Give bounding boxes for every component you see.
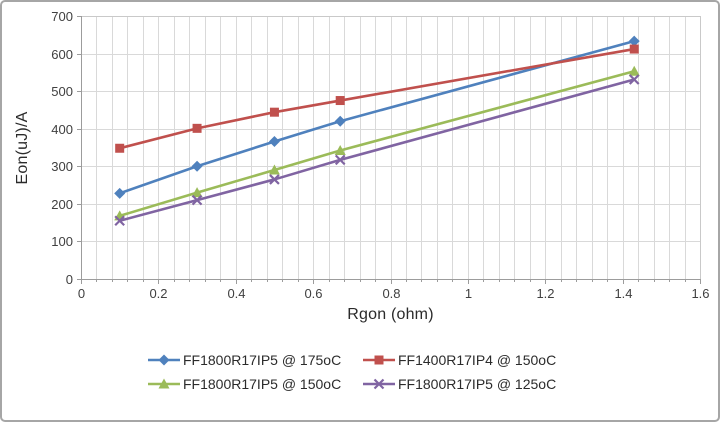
svg-text:100: 100 <box>51 234 73 249</box>
svg-text:500: 500 <box>51 84 73 99</box>
legend-row: FF1800R17IP5 @ 150oC FF1800R17IP5 @ 125o… <box>147 376 577 392</box>
svg-text:1.6: 1.6 <box>691 286 709 301</box>
svg-text:0.8: 0.8 <box>382 286 400 301</box>
plot-area: 0 0.2 0.4 0.6 0.8 1 1.2 1.4 1.6 0 100 200 300 400 500 6… <box>51 9 709 301</box>
svg-text:1.4: 1.4 <box>614 286 632 301</box>
legend-label: FF1400R17IP4 @ 150oC <box>398 352 557 368</box>
legend-label: FF1800R17IP5 @ 150oC <box>183 376 342 392</box>
legend-marker-triangle-icon <box>148 378 180 389</box>
legend-label: FF1800R17IP5 @ 125oC <box>398 376 557 392</box>
svg-text:200: 200 <box>51 197 73 212</box>
legend-marker-x-icon <box>363 378 395 390</box>
svg-text:0: 0 <box>66 272 73 287</box>
svg-text:0.6: 0.6 <box>304 286 322 301</box>
y-axis-title: Eon(uJ)/A <box>14 111 31 185</box>
svg-text:400: 400 <box>51 122 73 137</box>
legend-item-series-2: FF1800R17IP5 @ 150oC <box>147 376 362 392</box>
svg-text:0.2: 0.2 <box>149 286 167 301</box>
legend-marker-square-icon <box>363 355 395 365</box>
svg-text:600: 600 <box>51 47 73 62</box>
legend-row: FF1800R17IP5 @ 175oC FF1400R17IP4 @ 150o… <box>147 352 577 368</box>
svg-text:300: 300 <box>51 159 73 174</box>
svg-text:0: 0 <box>78 286 85 301</box>
svg-text:1: 1 <box>465 286 472 301</box>
legend-item-series-3: FF1800R17IP5 @ 125oC <box>362 376 577 392</box>
svg-text:700: 700 <box>51 9 73 24</box>
legend: FF1800R17IP5 @ 175oC FF1400R17IP4 @ 150o… <box>2 352 718 392</box>
legend-item-series-1: FF1400R17IP4 @ 150oC <box>362 352 577 368</box>
legend-label: FF1800R17IP5 @ 175oC <box>183 352 342 368</box>
legend-marker-diamond-icon <box>148 354 180 366</box>
svg-text:1.2: 1.2 <box>536 286 554 301</box>
svg-text:0.4: 0.4 <box>227 286 245 301</box>
legend-item-series-0: FF1800R17IP5 @ 175oC <box>147 352 362 368</box>
x-axis-title: Rgon (ohm) <box>347 306 434 323</box>
